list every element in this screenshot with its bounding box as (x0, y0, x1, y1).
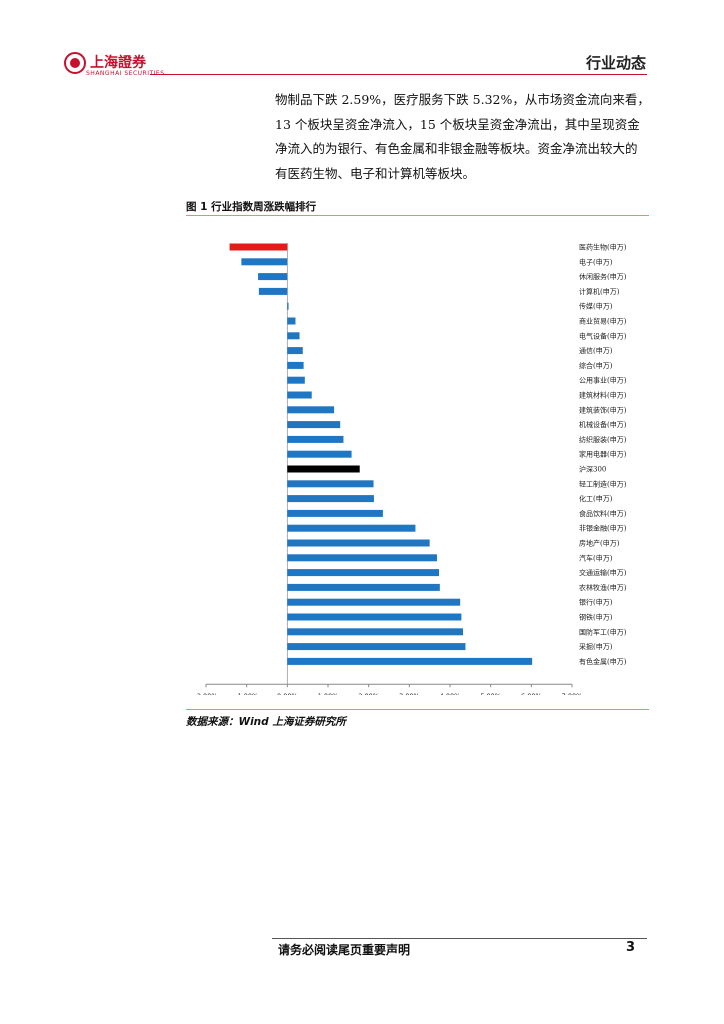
bar (287, 569, 440, 577)
bar (287, 435, 344, 443)
bar (287, 465, 360, 473)
bar (287, 643, 466, 651)
bar (287, 628, 464, 636)
category-label: 非银金融(申万) (579, 524, 627, 533)
page-header: 上海證券 SHANGHAI SECURITIES 行业动态 (0, 0, 724, 80)
category-label: 综合(申万) (579, 361, 613, 370)
category-label: 计算机(申万) (579, 287, 620, 296)
x-tick-label: 2.00% (358, 692, 379, 695)
paragraph-line: 物制品下跌 2.59%，医疗服务下跌 5.32%，从市场资金流向来看， (275, 92, 650, 107)
paragraph-line: 有医药生物、电子和计算机等板块。 (275, 165, 476, 181)
bar (287, 554, 437, 562)
category-label: 电气设备(申万) (579, 331, 627, 340)
bar (287, 583, 440, 591)
company-logo: 上海證券 (64, 52, 146, 74)
logo-text: 上海證券 (90, 55, 146, 71)
figure-bottom-rule (186, 709, 649, 710)
category-label: 轻工制造(申万) (579, 479, 627, 488)
category-label: 钢铁(申万) (579, 613, 613, 622)
x-tick-label: -2.00% (195, 692, 218, 695)
bar (287, 480, 374, 488)
x-tick-label: 7.00% (562, 692, 583, 695)
category-label: 医药生物(申万) (579, 243, 627, 252)
bar (287, 450, 352, 458)
bar (258, 287, 288, 295)
category-label: 纺织服装(申万) (579, 435, 627, 444)
page-number: 3 (626, 940, 636, 955)
category-label: 公用事业(申万) (579, 376, 627, 385)
figure-title: 图 1 行业指数周涨跌幅排行 (186, 201, 317, 213)
bar (287, 613, 462, 621)
x-tick-label: 0.00% (277, 692, 298, 695)
x-tick-label: 6.00% (521, 692, 542, 695)
category-label: 商业贸易(申万) (579, 317, 627, 326)
category-label: 通信(申万) (579, 346, 613, 355)
bar (287, 657, 533, 665)
bar (287, 495, 374, 503)
bar (287, 317, 296, 325)
paragraph-line: 净流入的为银行、有色金属和非银金融等板块。资金净流出较大的 (275, 141, 638, 156)
bar (287, 347, 303, 355)
category-label: 银行(申万) (579, 598, 613, 607)
bar (287, 361, 304, 369)
category-label: 采掘(申万) (579, 642, 613, 651)
x-tick-label: 4.00% (440, 692, 461, 695)
category-label: 机械设备(申万) (579, 420, 627, 429)
x-tick-label: -1.00% (235, 692, 258, 695)
bar (287, 509, 383, 517)
bar (287, 406, 335, 414)
industry-weekly-change-chart: -2.00% -1.00% 0.00% 1.00% 2.00% 3.00% 4.00% 5.0… (195, 243, 627, 696)
x-tick-label: 5.00% (480, 692, 501, 695)
x-tick-label: 3.00% (399, 692, 420, 695)
body-paragraph: 物制品下跌 2.59%，医疗服务下跌 5.32%，从市场资金流向来看， 13 个… (275, 88, 650, 186)
bar (287, 391, 312, 399)
category-label: 家用电器(申万) (579, 450, 627, 459)
bar (229, 243, 288, 251)
category-label: 电子(申万) (579, 257, 613, 266)
bar (287, 421, 341, 429)
footer-divider (272, 938, 647, 939)
category-label: 国防军工(申万) (579, 627, 627, 636)
header-divider (150, 74, 647, 75)
logo-subtitle: SHANGHAI SECURITIES (86, 70, 165, 77)
category-label: 传媒(申万) (579, 302, 613, 311)
x-tick-label: 1.00% (318, 692, 339, 695)
category-label: 休闲服务(申万) (579, 272, 627, 281)
footer-notice: 请务必阅读尾页重要声明 (278, 943, 411, 957)
logo-emblem-icon (64, 52, 86, 74)
figure-source: 数据来源：Wind 上海证券研究所 (186, 716, 346, 728)
category-label: 农林牧渔(申万) (579, 583, 627, 592)
bar (287, 332, 300, 340)
bar (287, 598, 461, 606)
category-label: 汽车(申万) (579, 553, 613, 562)
category-label: 化工(申万) (579, 494, 613, 503)
category-label: 有色金属(申万) (579, 657, 627, 666)
section-title: 行业动态 (585, 54, 646, 72)
category-label: 沪深300 (579, 465, 606, 474)
bar (287, 539, 430, 547)
bar (287, 524, 416, 532)
category-label: 食品饮料(申万) (579, 509, 627, 518)
figure-top-rule (186, 215, 649, 216)
bar (241, 258, 288, 266)
category-label: 房地产(申万) (579, 539, 620, 548)
paragraph-line: 13 个板块呈资金净流入，15 个板块呈资金净流出，其中呈现资金 (275, 116, 640, 132)
category-label: 交通运输(申万) (579, 568, 627, 577)
category-label: 建筑材料(申万) (579, 391, 627, 400)
bar (258, 273, 288, 281)
bar (287, 376, 305, 384)
bar (287, 302, 289, 310)
category-label: 建筑装饰(申万) (579, 405, 627, 414)
